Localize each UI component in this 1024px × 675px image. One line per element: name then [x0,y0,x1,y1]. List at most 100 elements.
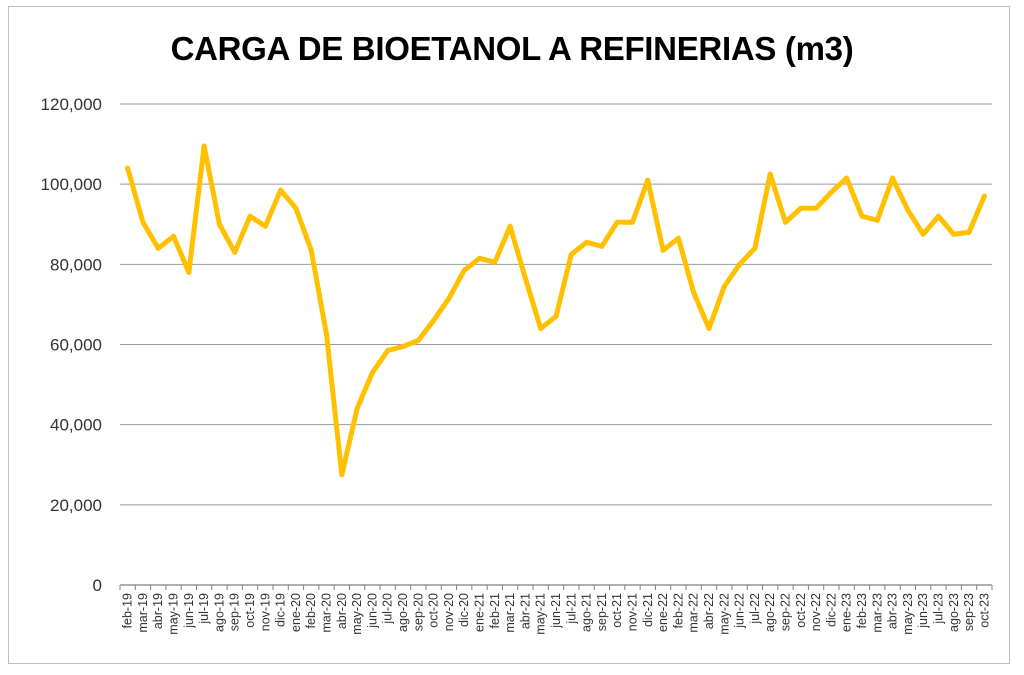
data-point [874,217,880,223]
data-point [584,239,590,245]
x-tick-label: sep-20 [411,593,425,631]
x-tick-label: oct-19 [243,593,257,628]
data-point [737,261,743,267]
data-point [660,247,666,253]
y-tick-label: 0 [93,576,102,595]
axes [119,584,993,590]
x-tick-label: jul-20 [381,593,395,625]
x-tick-label: abr-22 [702,593,716,629]
gridlines [120,103,992,506]
x-tick-label: oct-20 [427,593,441,628]
x-tick-label: ene-23 [840,593,854,632]
x-tick-label: sep-19 [228,593,242,631]
x-tick-label: mar-22 [687,593,701,633]
data-point [599,243,605,249]
x-tick-label: dic-21 [641,593,655,627]
x-tick-label: feb-21 [488,593,502,628]
data-point [125,165,131,171]
x-tick-label: may-19 [167,593,181,635]
x-tick-label: jun-19 [182,593,196,629]
data-point [140,219,146,225]
data-point [278,187,284,193]
data-point [339,472,345,478]
x-tick-label: jun-21 [549,593,563,629]
y-axis-tick-labels: 0 20,000 40,000 60,000 80,000 100,000 120,000 [41,95,102,595]
data-point [262,223,268,229]
data-point [507,223,513,229]
data-point [522,275,528,281]
data-point [186,269,192,275]
chart-title: CARGA DE BIOETANOL A REFINERIAS (m3) [170,30,854,67]
x-tick-label: ago-20 [396,593,410,632]
x-tick-label: abr-21 [518,593,532,629]
x-tick-label: nov-20 [442,593,456,631]
data-point [354,406,360,412]
x-tick-label: may-23 [901,593,915,635]
x-tick-label: jul-19 [197,593,211,625]
data-point [706,325,712,331]
data-point [844,175,850,181]
data-point [385,348,391,354]
x-tick-label: mar-23 [870,593,884,633]
data-point [813,205,819,211]
x-tick-label: jul-23 [931,593,945,625]
x-tick-label: dic-20 [457,593,471,627]
x-tick-label: jul-21 [564,593,578,625]
data-point [767,171,773,177]
data-point [614,219,620,225]
data-point [859,213,865,219]
x-tick-label: jun-23 [916,593,930,629]
x-tick-label: may-20 [350,593,364,635]
data-point [171,233,177,239]
data-point [828,189,834,195]
x-axis-tick-labels: feb-19 mar-19 abr-19 may-19 jun-19 jul-19 ago-… [121,593,992,635]
data-point [798,205,804,211]
data-point [369,370,375,376]
x-tick-label: dic-19 [274,593,288,627]
data-point [629,219,635,225]
data-point [431,317,437,323]
x-tick-label: mar-21 [503,593,517,633]
data-point [155,245,161,251]
y-tick-label: 40,000 [50,416,102,435]
x-tick-label: nov-22 [809,593,823,631]
data-point [568,251,574,257]
x-tick-label: dic-22 [824,593,838,627]
data-point [247,213,253,219]
data-point [981,193,987,199]
data-point [461,267,467,273]
series-line [125,143,987,478]
data-point [324,331,330,337]
x-tick-label: may-21 [534,593,548,635]
data-point [890,175,896,181]
data-point [446,295,452,301]
x-tick-label: feb-23 [855,593,869,628]
x-tick-label: ene-22 [656,593,670,632]
x-tick-label: nov-19 [258,593,272,631]
x-tick-label: sep-21 [595,593,609,631]
data-point [675,235,681,241]
y-tick-label: 60,000 [50,336,102,355]
data-point [477,255,483,261]
data-point [553,313,559,319]
y-tick-label: 120,000 [41,95,102,114]
x-tick-label: sep-23 [962,593,976,631]
x-tick-label: feb-22 [671,593,685,628]
data-point [293,205,299,211]
data-point [966,229,972,235]
data-point [920,231,926,237]
x-tick-label: jun-22 [733,593,747,629]
x-tick-label: may-22 [717,593,731,635]
x-tick-label: ago-19 [212,593,226,632]
data-point [721,283,727,289]
y-tick-label: 20,000 [50,496,102,515]
data-point [216,221,222,227]
x-tick-label: mar-20 [320,593,334,633]
data-point [951,231,957,237]
x-tick-label: ene-21 [473,593,487,632]
series-layer [125,143,987,478]
x-tick-label: feb-19 [121,593,135,628]
data-point [308,247,314,253]
data-point [691,289,697,295]
data-point [400,344,406,350]
